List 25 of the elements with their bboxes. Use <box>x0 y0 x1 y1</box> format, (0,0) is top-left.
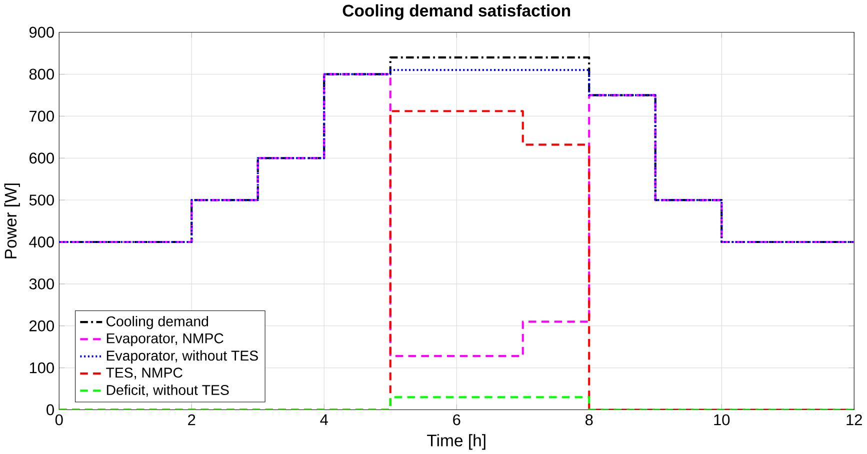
y-tick-label: 700 <box>30 110 54 122</box>
y-tick-label: 100 <box>30 362 54 374</box>
legend-label: TES, NMPC <box>106 368 182 380</box>
y-tick-label: 400 <box>29 236 54 248</box>
x-tick-label: 0 <box>55 414 63 426</box>
y-tick-label: 900 <box>29 26 54 38</box>
x-tick-label: 8 <box>585 414 593 426</box>
y-tick-label: 300 <box>29 278 54 290</box>
legend-label: Cooling demand <box>106 316 208 330</box>
x-axis-title: Time [h] <box>427 434 486 450</box>
x-tick-label: 2 <box>188 414 196 426</box>
legend-label: Evaporator, NMPC <box>106 333 224 346</box>
legend-label: Deficit, without TES <box>106 384 229 397</box>
y-axis-title: Power [W] <box>4 184 20 258</box>
y-tick-label: 800 <box>29 68 54 80</box>
legend-label: Evaporator, without TES <box>106 350 258 364</box>
y-tick-label: 600 <box>30 152 54 164</box>
x-tick-label: 10 <box>714 414 730 426</box>
x-tick-label: 4 <box>320 414 328 425</box>
y-tick-label: 500 <box>29 194 54 206</box>
chart-title: Cooling demand satisfaction <box>342 4 570 20</box>
y-tick-label: 200 <box>30 320 54 332</box>
x-tick-label: 12 <box>846 414 862 426</box>
x-tick-label: 6 <box>453 414 460 426</box>
y-tick-label: 0 <box>46 404 54 416</box>
